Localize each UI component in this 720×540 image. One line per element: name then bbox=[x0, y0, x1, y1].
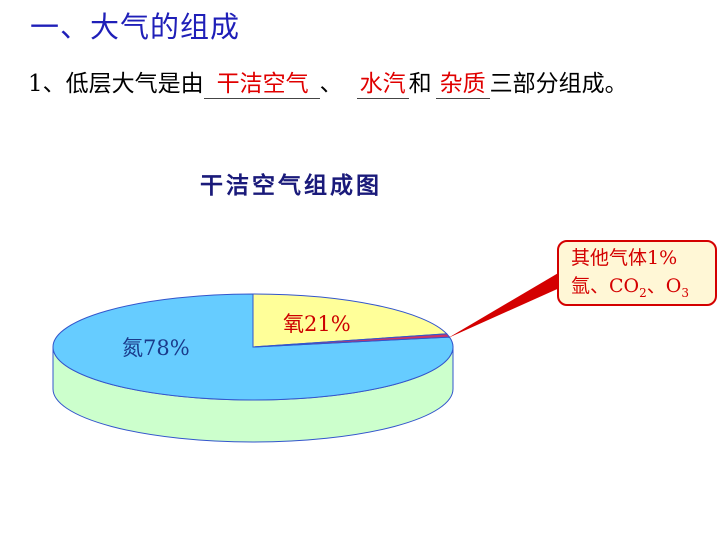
answer-blank-3: 杂质 bbox=[435, 64, 490, 99]
chart-title: 干洁空气组成图 bbox=[200, 173, 382, 199]
page-title: 一、大气的组成 bbox=[30, 10, 241, 44]
sentence-suffix: 三部分组成。 bbox=[489, 71, 628, 97]
other-gases-callout: 其他气体1% 氩、CO2、O3 bbox=[557, 240, 717, 306]
sentence-conj: 和 bbox=[408, 71, 432, 97]
callout-line-1: 其他气体1% bbox=[571, 247, 678, 269]
answer-blank-2: 水汽 bbox=[356, 64, 409, 99]
sentence-sep: 、 bbox=[319, 71, 343, 97]
label-nitrogen: 氮78% bbox=[122, 336, 190, 360]
pie-slice-other bbox=[252, 333, 451, 348]
callout-pointer bbox=[448, 272, 564, 338]
pie-slice-oxygen bbox=[252, 293, 448, 348]
intro-sentence: 1、低层大气是由 干洁空气、水汽和杂质 三部分组成。 bbox=[28, 64, 628, 99]
answer-blank-1: 干洁空气 bbox=[203, 64, 320, 99]
label-oxygen: 氧21% bbox=[283, 312, 351, 336]
callout-line-2: 氩、CO2、O3 bbox=[571, 275, 689, 300]
sentence-prefix: 1、低层大气是由 bbox=[28, 71, 204, 97]
